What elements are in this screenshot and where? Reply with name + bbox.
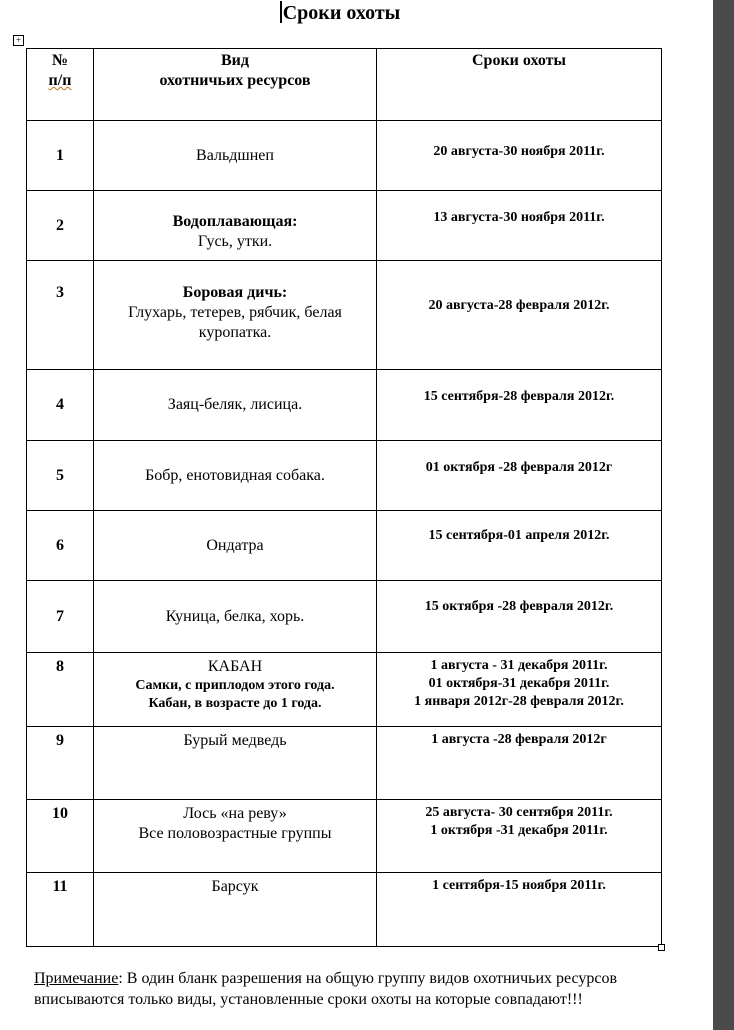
row-number: 2 (26, 190, 94, 261)
row-dates: 15 октября -28 февраля 2012г. (376, 580, 662, 653)
row-dates: 13 августа-30 ноября 2011г. (376, 190, 662, 261)
row-species: Куница, белка, хорь. (93, 580, 377, 653)
header-number: № п/п (26, 48, 94, 121)
note-paragraph: Примечание: В один бланк разрешения на о… (34, 968, 674, 1010)
row-species: Ондатра (93, 510, 377, 581)
row-species: Заяц-беляк, лисица. (93, 369, 377, 441)
table-row: 9 Бурый медведь 1 августа -28 февраля 20… (26, 726, 662, 800)
table-move-handle-icon[interactable]: + (13, 35, 24, 46)
row-species: Бобр, енотовидная собака. (93, 440, 377, 511)
table-row: 6 Ондатра 15 сентября-01 апреля 2012г. (26, 510, 662, 581)
row-number: 7 (26, 580, 94, 653)
title-text: Сроки охоты (282, 2, 401, 24)
row-number: 11 (26, 872, 94, 947)
row-dates: 01 октября -28 февраля 2012г (376, 440, 662, 511)
row-number: 3 (26, 260, 94, 370)
window-scroll-area (713, 0, 734, 1030)
table-row: 5 Бобр, енотовидная собака. 01 октября -… (26, 440, 662, 511)
row-species: Боровая дичь: Глухарь, тетерев, рябчик, б… (93, 260, 377, 370)
table-row: 11 Барсук 1 сентября-15 ноября 2011г. (26, 872, 662, 947)
row-number: 10 (26, 799, 94, 873)
note-label: Примечание (34, 970, 119, 987)
row-species: Вальдшнеп (93, 120, 377, 191)
row-number: 6 (26, 510, 94, 581)
row-dates: 15 сентября-01 апреля 2012г. (376, 510, 662, 581)
row-dates: 20 августа-30 ноября 2011г. (376, 120, 662, 191)
header-dates: Сроки охоты (376, 48, 662, 121)
table-row: 8 КАБАН Самки, с приплодом этого года. Каб… (26, 652, 662, 727)
row-species: КАБАН Самки, с приплодом этого года. Кабан… (93, 652, 377, 727)
row-species: Водоплавающая: Гусь, утки. (93, 190, 377, 261)
row-species: Лось «на реву» Все половозрастные группы (93, 799, 377, 873)
row-number: 1 (26, 120, 94, 191)
table-row: 4 Заяц-беляк, лисица. 15 сентября-28 фев… (26, 369, 662, 441)
document-title: Сроки охоты (0, 0, 680, 26)
table-resize-handle[interactable] (658, 944, 665, 951)
table-row: 3 Боровая дичь: Глухарь, тетерев, рябчик,… (26, 260, 662, 370)
row-number: 4 (26, 369, 94, 441)
row-dates: 1 августа -28 февраля 2012г (376, 726, 662, 800)
row-dates: 20 августа-28 февраля 2012г. (376, 260, 662, 370)
header-species: Вид охотничьих ресурсов (93, 48, 377, 121)
table-header-row: № п/п Вид охотничьих ресурсов Сроки охоты (26, 48, 662, 121)
row-species: Бурый медведь (93, 726, 377, 800)
row-dates: 25 августа- 30 сентября 2011г. 1 октября … (376, 799, 662, 873)
row-number: 8 (26, 652, 94, 727)
note-text: : В один бланк разрешения на общую групп… (34, 970, 618, 1008)
table-row: 7 Куница, белка, хорь. 15 октября -28 фе… (26, 580, 662, 653)
table-row: 2 Водоплавающая: Гусь, утки. 13 августа-3… (26, 190, 662, 261)
row-species: Барсук (93, 872, 377, 947)
row-dates: 15 сентября-28 февраля 2012г. (376, 369, 662, 441)
row-dates: 1 августа - 31 декабря 2011г. 01 октября-… (376, 652, 662, 727)
table-row: 10 Лось «на реву» Все половозрастные груп… (26, 799, 662, 873)
table-row: 1 Вальдшнеп 20 августа-30 ноября 2011г. (26, 120, 662, 191)
row-number: 5 (26, 440, 94, 511)
hunting-seasons-table: № п/п Вид охотничьих ресурсов Сроки охоты … (26, 48, 662, 947)
text-cursor (279, 1, 282, 23)
row-dates: 1 сентября-15 ноября 2011г. (376, 872, 662, 947)
row-number: 9 (26, 726, 94, 800)
